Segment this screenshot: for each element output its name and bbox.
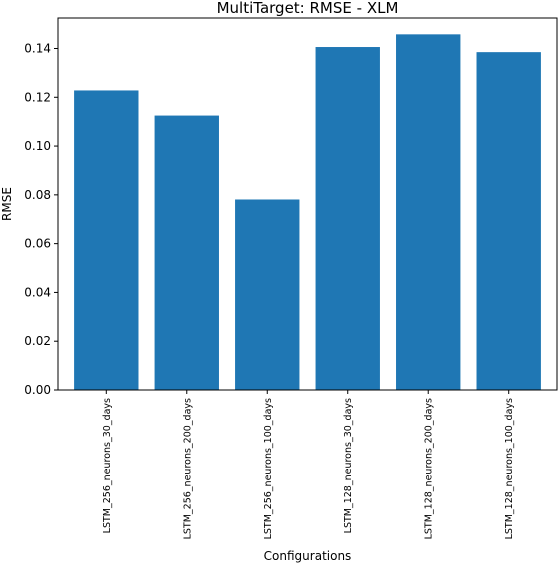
plot-frame	[57, 17, 558, 391]
x-axis: LSTM_256_neurons_30_days LSTM_256_neurons…	[102, 390, 515, 539]
bar-LSTM_256_neurons_30_days	[74, 90, 139, 390]
x-tick-label: LSTM_256_neurons_200_days	[182, 398, 193, 539]
bar-LSTM_128_neurons_200_days	[396, 34, 461, 391]
y-tick-label: 0.08	[24, 188, 51, 202]
y-tick-label: 0.10	[24, 139, 51, 153]
y-tick-label: 0.00	[24, 383, 51, 397]
y-tick-label: 0.14	[24, 41, 51, 55]
y-axis: 0.00 0.02 0.04 0.06 0.08 0.10 0.12 0.14	[24, 41, 58, 397]
y-tick-label: 0.02	[24, 334, 51, 348]
x-tick-label: LSTM_256_neurons_30_days	[102, 398, 113, 533]
bar-LSTM_256_neurons_200_days	[154, 115, 219, 390]
x-axis-label: Configurations	[264, 549, 352, 563]
x-tick-label: LSTM_128_neurons_30_days	[343, 398, 354, 533]
chart-title: MultiTarget: RMSE - XLM	[217, 0, 399, 17]
bar-LSTM_128_neurons_100_days	[476, 52, 541, 391]
y-tick-label: 0.04	[24, 285, 51, 299]
x-tick-label: LSTM_256_neurons_100_days	[263, 398, 274, 539]
y-tick-label: 0.06	[24, 237, 51, 251]
x-tick-label: LSTM_128_neurons_200_days	[424, 398, 435, 539]
bar-LSTM_256_neurons_100_days	[235, 199, 300, 390]
x-tick-label: LSTM_128_neurons_100_days	[504, 398, 515, 539]
bars	[74, 34, 541, 391]
bar-LSTM_128_neurons_30_days	[315, 47, 380, 390]
y-axis-label: RMSE	[0, 187, 14, 221]
y-tick-label: 0.12	[24, 90, 51, 104]
